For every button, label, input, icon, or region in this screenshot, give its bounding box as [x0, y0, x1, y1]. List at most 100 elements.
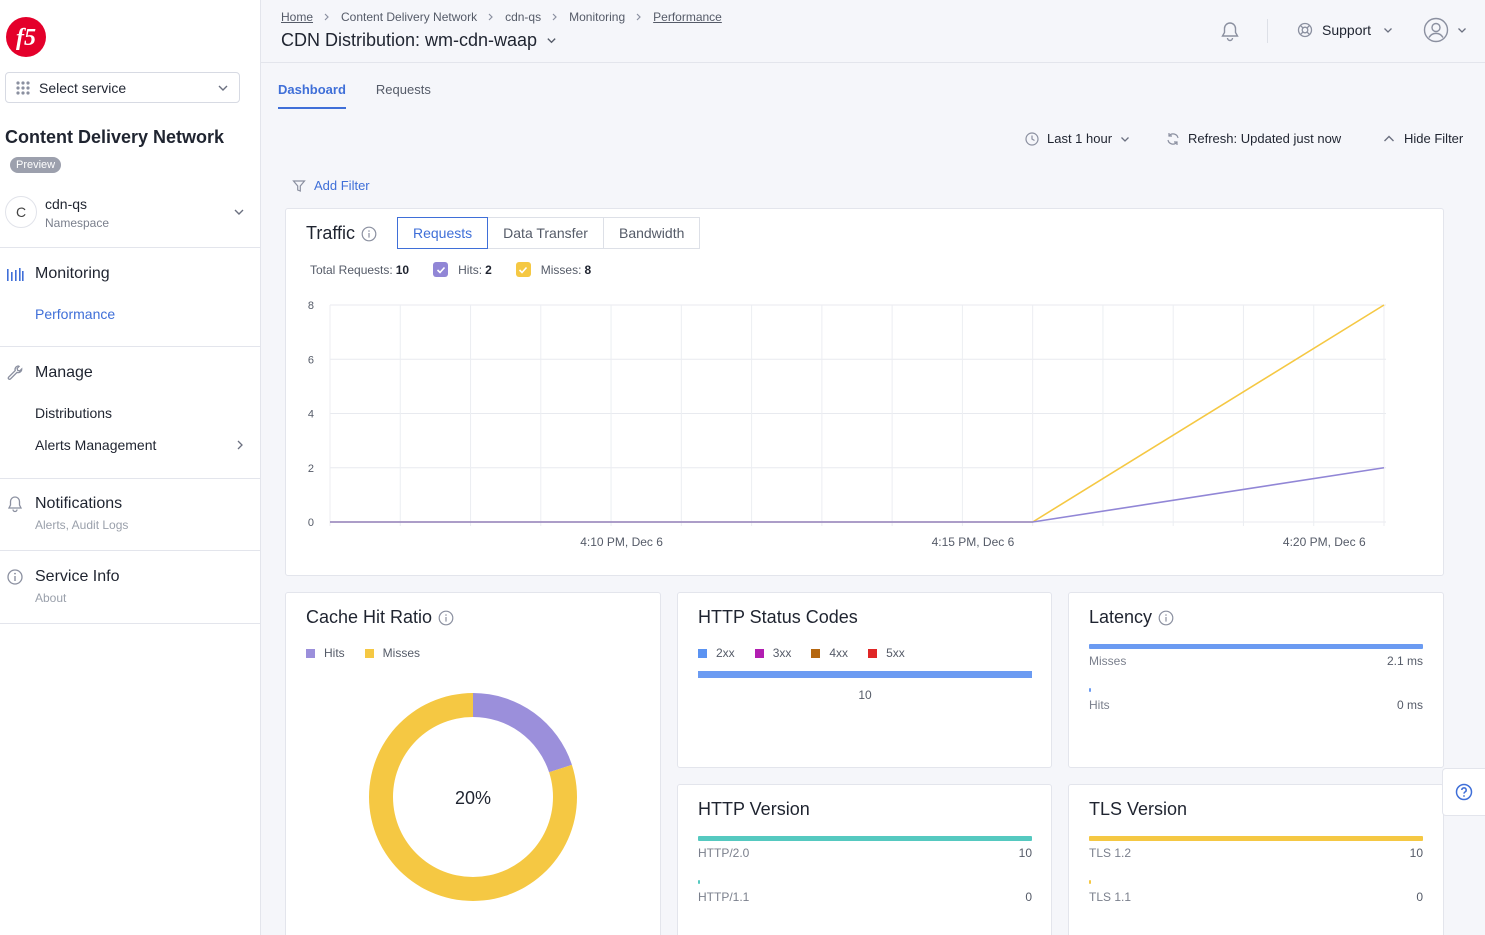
row-value: 0 — [1416, 890, 1423, 904]
tls-version-bar — [1089, 836, 1423, 841]
grid-dots-icon — [16, 80, 30, 95]
filter-icon — [292, 179, 306, 192]
sidebar-divider — [0, 346, 260, 347]
http-version-row-1-1: HTTP/1.1 0 — [698, 880, 1032, 904]
sidebar-item-performance[interactable]: Performance — [35, 306, 116, 322]
tab-requests[interactable]: Requests — [375, 82, 431, 97]
header-separator — [1267, 19, 1268, 43]
support-menu[interactable]: Support — [1297, 22, 1393, 38]
page-title[interactable]: CDN Distribution: wm-cdn-waap — [281, 30, 557, 51]
info-icon[interactable] — [1158, 610, 1174, 626]
time-range-selector[interactable]: Last 1 hour — [1025, 131, 1130, 146]
y-tick-label: 0 — [308, 517, 314, 529]
legend-item-misses[interactable]: Misses — [364, 646, 420, 660]
legend-swatch — [754, 648, 764, 658]
breadcrumb-monitoring[interactable]: Monitoring — [569, 10, 626, 24]
support-label: Support — [1322, 22, 1372, 38]
select-service-dropdown[interactable]: Select service — [5, 72, 240, 103]
http-version-bar — [698, 880, 700, 884]
row-label: TLS 1.2 — [1089, 846, 1132, 860]
breadcrumb-home[interactable]: Home — [281, 10, 314, 24]
latency-card: Latency Misses 2.1 ms Hits 0 ms — [1068, 592, 1444, 768]
breadcrumb-cdn[interactable]: Content Delivery Network — [341, 10, 478, 24]
latency-title-text: Latency — [1089, 607, 1153, 627]
nav-section-notifications[interactable]: Notifications — [6, 495, 122, 513]
hide-filter-button[interactable]: Hide Filter — [1382, 131, 1463, 146]
time-range-label: Last 1 hour — [1047, 131, 1113, 146]
misses-value: 8 — [584, 262, 592, 277]
row-value: 2.1 ms — [1386, 654, 1423, 668]
status-stacked-bar[interactable] — [698, 671, 1032, 678]
app-title: Content Delivery Network Preview — [5, 124, 245, 178]
cache-donut-chart: 20% — [369, 693, 577, 901]
legend-item-4xx[interactable]: 4xx — [811, 646, 848, 660]
latency-title: Latency — [1089, 607, 1174, 628]
preview-badge: Preview — [10, 157, 62, 173]
donut-slice-hits[interactable] — [473, 693, 572, 773]
tab-dashboard[interactable]: Dashboard — [278, 82, 346, 109]
http-status-title: HTTP Status Codes — [698, 607, 858, 627]
legend-item-3xx[interactable]: 3xx — [754, 646, 792, 660]
traffic-title-text: Traffic — [306, 223, 356, 243]
y-tick-label: 2 — [308, 463, 314, 475]
app-title-text: Content Delivery Network — [5, 127, 225, 147]
tls-version-row-1-1: TLS 1.1 0 — [1089, 880, 1423, 904]
cache-legend: Hits Misses — [306, 646, 440, 660]
legend-label: 4xx — [829, 646, 849, 660]
sidebar-divider — [0, 623, 260, 624]
misses-checkbox[interactable] — [515, 262, 531, 277]
hits-checkbox[interactable] — [433, 262, 449, 277]
breadcrumb-namespace[interactable]: cdn-qs — [505, 10, 542, 24]
http-status-codes-card: HTTP Status Codes 2xx 3xx 4xx 5xx 10 — [677, 592, 1052, 768]
add-filter-button[interactable]: Add Filter — [292, 178, 370, 193]
segment-requests[interactable]: Requests — [397, 217, 489, 249]
user-menu[interactable] — [1423, 17, 1467, 43]
row-value: 0 — [1025, 890, 1032, 904]
http-version-row-2: HTTP/2.0 10 — [698, 836, 1032, 860]
namespace-selector[interactable]: C cdn-qs Namespace — [5, 194, 255, 234]
nav-section-title: Service Info — [35, 568, 120, 585]
http-version-card: HTTP Version HTTP/2.0 10 HTTP/1.1 0 — [677, 784, 1052, 935]
chevron-right-icon — [488, 13, 493, 21]
legend-swatch — [364, 648, 374, 658]
row-label: TLS 1.1 — [1089, 890, 1132, 904]
chevron-down-icon — [1384, 28, 1393, 33]
help-button[interactable] — [1442, 768, 1485, 816]
segment-bandwidth[interactable]: Bandwidth — [602, 217, 701, 249]
logo-text: f5 — [16, 25, 36, 51]
breadcrumb-performance[interactable]: Performance — [653, 10, 722, 24]
nav-section-monitoring[interactable]: Monitoring — [6, 265, 110, 283]
add-filter-label: Add Filter — [314, 178, 370, 193]
page-tabs: Dashboard Requests — [278, 82, 461, 109]
nav-section-subtitle: Alerts, Audit Logs — [35, 518, 129, 532]
legend-item-5xx[interactable]: 5xx — [868, 646, 905, 660]
bell-icon[interactable] — [1219, 20, 1241, 42]
series-line-hits[interactable] — [330, 466, 1385, 523]
y-tick-label: 8 — [308, 300, 314, 312]
refresh-button[interactable]: Refresh: Updated just now — [1166, 131, 1341, 146]
question-icon — [1455, 783, 1473, 801]
sidebar-item-alerts-management[interactable]: Alerts Management — [35, 437, 157, 453]
breadcrumb: Home Content Delivery Network cdn-qs Mon… — [281, 10, 722, 24]
legend-item-hits[interactable]: Hits — [306, 646, 345, 660]
nav-section-manage[interactable]: Manage — [6, 364, 93, 382]
sidebar-divider — [0, 247, 260, 248]
legend-label: 2xx — [716, 646, 735, 660]
legend-label: 3xx — [772, 646, 792, 660]
donut-center-label: 20% — [455, 788, 491, 808]
refresh-label: Refresh: Updated just now — [1188, 131, 1342, 146]
tls-version-card: TLS Version TLS 1.2 10 TLS 1.1 0 — [1068, 784, 1444, 935]
x-tick-label: 4:20 PM, Dec 6 — [1283, 535, 1366, 549]
traffic-metric-toggle: Requests Data Transfer Bandwidth — [397, 217, 701, 249]
nav-section-service-info[interactable]: Service Info — [6, 568, 119, 586]
chevron-down-icon — [218, 85, 228, 91]
f5-logo[interactable]: f5 — [5, 16, 47, 58]
segment-data-transfer[interactable]: Data Transfer — [487, 217, 604, 249]
legend-item-2xx[interactable]: 2xx — [698, 646, 735, 660]
nav-section-title: Monitoring — [35, 265, 110, 282]
sidebar-item-distributions[interactable]: Distributions — [35, 405, 113, 421]
nav-section-subtitle: About — [35, 591, 67, 605]
info-icon[interactable] — [438, 610, 454, 626]
info-icon[interactable] — [361, 226, 377, 242]
x-tick-label: 4:15 PM, Dec 6 — [932, 535, 1015, 549]
